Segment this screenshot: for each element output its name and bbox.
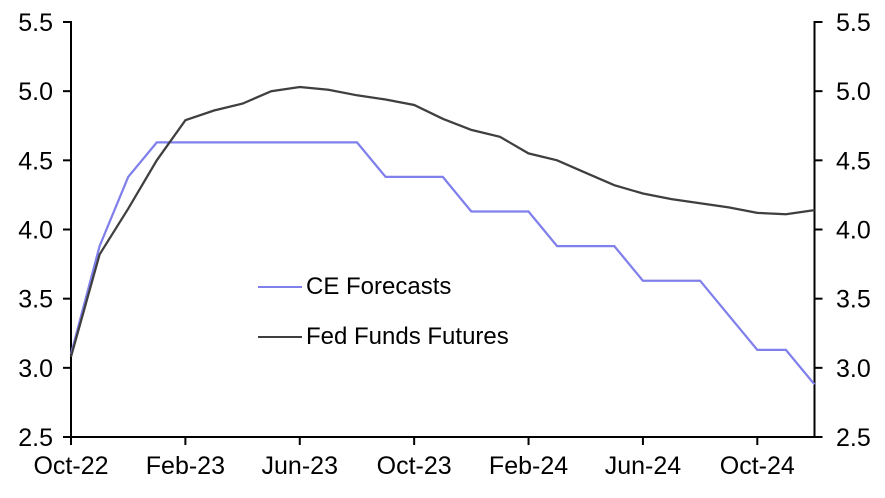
y-axis-tick-label-left: 4.5	[18, 147, 53, 175]
y-axis-tick-label-left: 3.5	[18, 286, 53, 314]
y-axis-tick-label-right: 4.5	[836, 147, 871, 175]
x-axis-tick-label: Jun-24	[605, 452, 682, 480]
x-axis-tick-label: Oct-24	[720, 452, 795, 480]
legend-label: CE Forecasts	[306, 273, 452, 300]
legend-item-fed-funds-futures: Fed Funds Futures	[258, 323, 509, 351]
x-axis-tick-label: Feb-23	[146, 452, 225, 480]
legend-label: Fed Funds Futures	[306, 323, 509, 350]
x-axis-tick-label: Oct-23	[377, 452, 452, 480]
y-axis-tick-label-left: 3.0	[18, 355, 53, 383]
legend-line-swatch-icon	[258, 286, 302, 288]
y-axis-tick-label-right: 4.0	[836, 217, 871, 245]
x-axis-tick-label: Oct-22	[33, 452, 108, 480]
y-axis-tick-label-left: 4.0	[18, 217, 53, 245]
y-axis-tick-label-right: 3.0	[836, 355, 871, 383]
x-axis-tick-label: Jun-23	[262, 452, 338, 480]
legend: CE Forecasts Fed Funds Futures	[258, 273, 509, 373]
y-axis-tick-label-right: 5.0	[836, 78, 871, 106]
legend-line-swatch-icon	[258, 336, 302, 338]
legend-item-ce-forecasts: CE Forecasts	[258, 273, 509, 301]
y-axis-tick-label-left: 5.0	[18, 78, 53, 106]
series-line-fed-funds-futures	[69, 85, 815, 358]
y-axis-tick-label-right: 2.5	[836, 424, 871, 452]
y-axis-tick-label-left: 5.5	[18, 9, 53, 37]
series-line-ce-forecasts	[69, 141, 816, 386]
y-axis-tick-label-right: 5.5	[836, 9, 871, 37]
y-axis-tick-label-left: 2.5	[18, 424, 53, 452]
x-axis-tick-label: Feb-24	[489, 452, 568, 480]
y-axis-tick-label-right: 3.5	[836, 286, 871, 314]
